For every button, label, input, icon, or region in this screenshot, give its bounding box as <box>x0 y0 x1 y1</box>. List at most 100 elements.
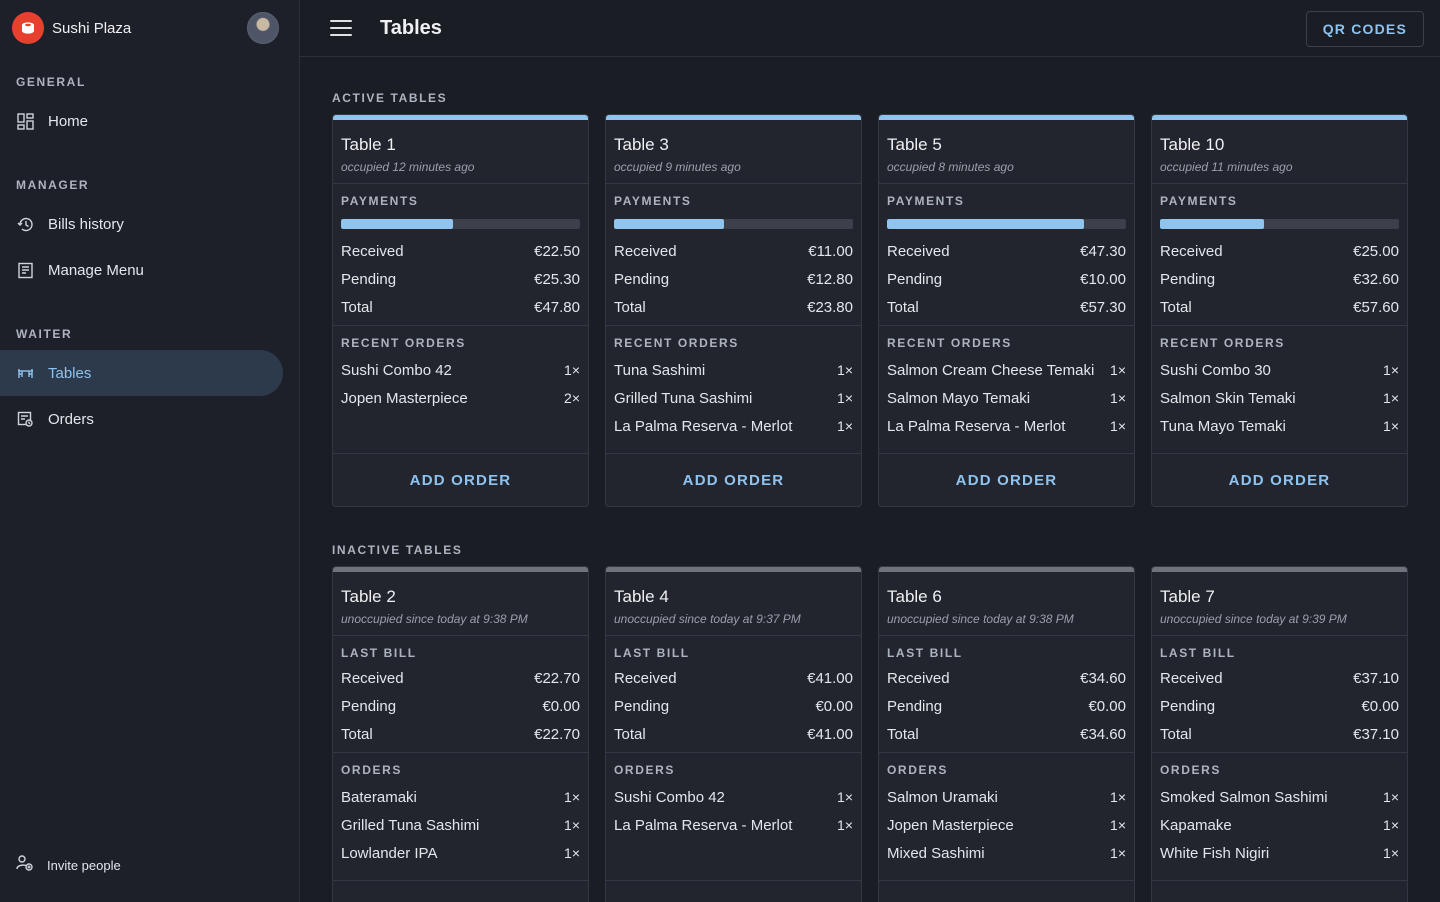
order-name: La Palma Reserva - Merlot <box>887 417 1066 435</box>
card-header: Table 2 unoccupied since today at 9:38 PM <box>333 572 588 636</box>
order-quantity: 1× <box>837 418 853 434</box>
section-label-waiter: WAITER <box>16 327 73 341</box>
sidebar-item-label: Home <box>48 112 89 130</box>
order-item: Jopen Masterpiece 1× <box>887 811 1126 839</box>
order-item: Kapamake 1× <box>1160 811 1399 839</box>
order-name: Salmon Cream Cheese Temaki <box>887 361 1095 379</box>
orders-section: RECENT ORDERS Tuna Sashimi 1× Grilled Tuna … <box>606 326 861 454</box>
order-quantity: 1× <box>1383 418 1399 434</box>
last-bill-section: LAST BILL Received €41.00 Pending €0.00 Total… <box>606 636 861 753</box>
amount-label: Pending <box>887 697 943 715</box>
amount-value: €47.80 <box>534 298 580 316</box>
avatar[interactable] <box>247 12 279 44</box>
amount-label: Received <box>341 242 404 260</box>
amount-value: €0.00 <box>1361 697 1399 715</box>
section-label: PAYMENTS <box>1160 194 1238 208</box>
section-label: RECENT ORDERS <box>341 336 466 350</box>
payments-section: PAYMENTS Received €47.30 Pending €10.00 Total… <box>879 184 1134 326</box>
invite-people-label: Invite people <box>47 857 121 873</box>
orders-section: ORDERS Salmon Uramaki 1× Jopen Masterpiece 1… <box>879 753 1134 881</box>
amount-value: €12.80 <box>807 270 853 288</box>
table-card: Table 10 occupied 11 minutes ago PAYMENTS R… <box>1151 114 1408 507</box>
hamburger-menu-icon[interactable] <box>330 20 352 36</box>
order-item: Salmon Uramaki 1× <box>887 783 1126 811</box>
order-name: Tuna Mayo Temaki <box>1160 417 1286 435</box>
amount-value: €34.60 <box>1080 725 1126 743</box>
amount-row-pending: Pending €0.00 <box>887 692 1126 720</box>
add-order-button[interactable]: ADD ORDER <box>955 471 1058 489</box>
sidebar: Sushi Plaza GENERAL Home MANAGER Bills h… <box>0 0 300 902</box>
amount-value: €41.00 <box>807 669 853 687</box>
order-item: Salmon Cream Cheese Temaki 1× <box>887 356 1126 384</box>
order-name: Smoked Salmon Sashimi <box>1160 788 1328 806</box>
order-quantity: 1× <box>1110 817 1126 833</box>
amount-label: Received <box>1160 242 1223 260</box>
orders-section: ORDERS Smoked Salmon Sashimi 1× Kapamake 1× W… <box>1152 753 1407 881</box>
qr-codes-button[interactable]: QR CODES <box>1305 11 1424 47</box>
orders-section: RECENT ORDERS Sushi Combo 42 1× Jopen Maste… <box>333 326 588 454</box>
table-name: Table 3 <box>614 135 669 154</box>
status-stripe <box>1152 115 1407 120</box>
amount-value: €23.80 <box>807 298 853 316</box>
sidebar-item-label: Bills history <box>48 215 124 233</box>
sidebar-item-manage-menu[interactable]: Manage Menu <box>0 247 283 293</box>
sidebar-item-orders[interactable]: Orders <box>0 396 283 442</box>
table-card: Table 7 unoccupied since today at 9:39 PM… <box>1151 566 1408 902</box>
view-bill-button[interactable] <box>333 881 588 902</box>
amount-label: Total <box>887 725 919 743</box>
amount-label: Received <box>614 669 677 687</box>
view-bill-button[interactable] <box>1152 881 1407 902</box>
amount-label: Pending <box>1160 697 1216 715</box>
table-name: Table 4 <box>614 587 669 606</box>
order-quantity: 2× <box>564 390 580 406</box>
amount-label: Pending <box>887 270 943 288</box>
brand-name: Sushi Plaza <box>52 19 132 37</box>
status-stripe <box>1152 567 1407 572</box>
order-name: Grilled Tuna Sashimi <box>341 816 480 834</box>
section-label: PAYMENTS <box>341 194 419 208</box>
payment-progress-bar <box>1160 219 1399 229</box>
sidebar-item-tables[interactable]: Tables <box>0 350 283 396</box>
order-item: Sushi Combo 30 1× <box>1160 356 1399 384</box>
amount-value: €22.50 <box>534 242 580 260</box>
table-icon <box>16 364 34 382</box>
table-status: unoccupied since today at 9:37 PM <box>614 612 801 626</box>
order-quantity: 1× <box>1110 362 1126 378</box>
add-order-button[interactable]: ADD ORDER <box>409 471 512 489</box>
order-quantity: 1× <box>1383 789 1399 805</box>
amount-label: Pending <box>341 270 397 288</box>
sidebar-item-bills-history[interactable]: Bills history <box>0 201 283 247</box>
last-bill-section: LAST BILL Received €34.60 Pending €0.00 Total… <box>879 636 1134 753</box>
order-item: La Palma Reserva - Merlot 1× <box>887 412 1126 440</box>
add-order-button[interactable]: ADD ORDER <box>682 471 785 489</box>
sidebar-item-home[interactable]: Home <box>0 98 283 144</box>
amount-label: Total <box>614 725 646 743</box>
table-status: occupied 8 minutes ago <box>887 160 1014 174</box>
add-order-button[interactable]: ADD ORDER <box>1228 471 1331 489</box>
order-name: Lowlander IPA <box>341 844 438 862</box>
amount-row-pending: Pending €32.60 <box>1160 265 1399 293</box>
orders-section: RECENT ORDERS Salmon Cream Cheese Temaki 1… <box>879 326 1134 454</box>
amount-value: €41.00 <box>807 725 853 743</box>
amount-row-pending: Pending €12.80 <box>614 265 853 293</box>
section-label: ORDERS <box>887 763 948 777</box>
amount-row-pending: Pending €25.30 <box>341 265 580 293</box>
top-bar: Tables QR CODES <box>300 0 1440 57</box>
status-stripe <box>606 567 861 572</box>
invite-people-button[interactable]: Invite people <box>0 850 283 880</box>
brand[interactable]: Sushi Plaza <box>0 0 299 56</box>
view-bill-button[interactable] <box>606 881 861 902</box>
order-item: Bateramaki 1× <box>341 783 580 811</box>
section-label: RECENT ORDERS <box>614 336 739 350</box>
table-card: Table 6 unoccupied since today at 9:38 PM… <box>878 566 1135 902</box>
section-label: ORDERS <box>614 763 675 777</box>
sidebar-item-label: Manage Menu <box>48 261 144 279</box>
amount-row-received: Received €34.60 <box>887 664 1126 692</box>
table-status: occupied 9 minutes ago <box>614 160 741 174</box>
order-quantity: 1× <box>837 817 853 833</box>
card-header: Table 4 unoccupied since today at 9:37 PM <box>606 572 861 636</box>
amount-value: €10.00 <box>1080 270 1126 288</box>
section-label: ORDERS <box>1160 763 1221 777</box>
view-bill-button[interactable] <box>879 881 1134 902</box>
amount-row-received: Received €41.00 <box>614 664 853 692</box>
